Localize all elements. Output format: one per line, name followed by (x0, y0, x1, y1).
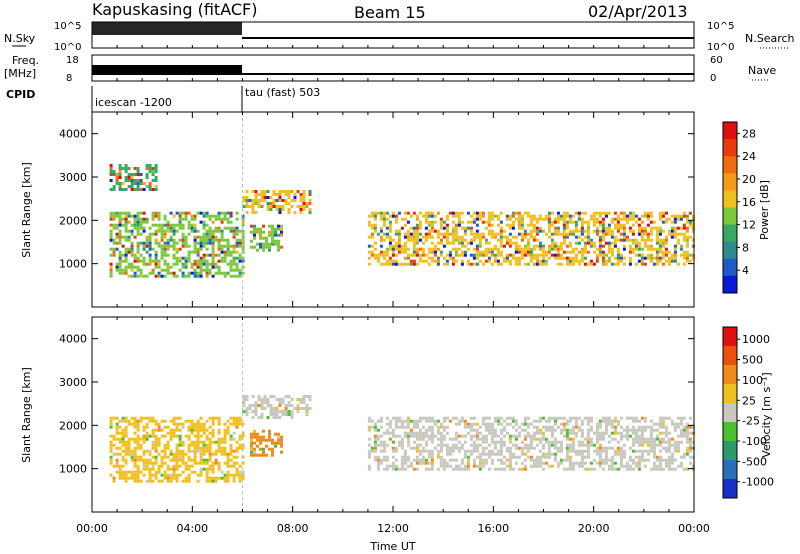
ytick-label-0: 1000 (59, 463, 87, 476)
colorbar-tick-1: 500 (742, 354, 763, 367)
xtick-label-5: 20:00 (578, 522, 610, 535)
colorbar-swatch-6 (723, 224, 737, 243)
beam-title: Beam 15 (354, 3, 426, 22)
cpid-panel: CPID icescan -1200 tau (fast) 503 (6, 86, 320, 112)
power-axes: 1000 2000 3000 4000 (59, 112, 695, 307)
colorbar-swatch-1 (723, 346, 737, 366)
colorbar-swatch-1 (723, 139, 737, 157)
colorbar-tick-1: 8 (742, 241, 749, 254)
colorbar-swatch-5 (723, 422, 737, 442)
colorbar-swatch-2 (723, 156, 737, 174)
velocity-data (109, 317, 695, 512)
colorbar-tick-0: 1000 (742, 333, 770, 346)
nsearch-label: N.Search (745, 32, 795, 45)
colorbar-tick-7: -1000 (742, 476, 774, 489)
velocity-axes: 1000 2000 3000 4000 (59, 317, 695, 512)
colorbar-tick-4: -25 (742, 415, 760, 428)
colorbar-tick-3: 16 (742, 196, 756, 209)
velocity-colorbar-label: Velocity [m s⁻¹] (760, 372, 773, 457)
freq-tick-bottom: 8 (66, 73, 72, 84)
colorbar-swatch-7 (723, 460, 737, 480)
power-frame (91, 111, 695, 308)
ytick-label-1: 2000 (59, 419, 87, 432)
power-data (109, 112, 695, 307)
xtick-label-0: 00:00 (76, 522, 108, 535)
colorbar-tick-0: 4 (742, 264, 749, 277)
xtick-label-2: 08:00 (277, 522, 309, 535)
power-colorbar: 4 8 12 16 20 24 28 (722, 121, 756, 294)
power-ylabel: Slant Range [km] (20, 162, 33, 258)
colorbar-tick-3: 25 (742, 394, 756, 407)
echo-region-4 (367, 211, 695, 266)
nave-tick-bottom: 0 (710, 73, 716, 84)
colorbar-swatch-4 (723, 403, 737, 423)
colorbar-swatch-4 (723, 190, 737, 208)
colorbar-swatch-6 (723, 441, 737, 461)
ytick-label-3: 4000 (59, 128, 87, 141)
ytick-label-2: 3000 (59, 171, 87, 184)
nave-tick-top: 60 (710, 55, 723, 66)
ytick-label-3: 4000 (59, 333, 87, 346)
nsky-tick-top: 10^5 (54, 21, 81, 32)
nave-label: Nave (748, 64, 776, 77)
echo-region-0 (109, 211, 245, 278)
echo-region-1 (109, 164, 158, 191)
colorbar-swatch-8 (723, 479, 737, 499)
xtick-label-6: 00:00 (678, 522, 710, 535)
colorbar-tick-5: 24 (742, 150, 756, 163)
colorbar-tick-5: -100 (742, 435, 767, 448)
colorbar-swatch-5 (723, 207, 737, 226)
nsky-tick-bottom: 10^0 (54, 42, 81, 53)
colorbar-swatch-3 (723, 173, 737, 191)
nsky-panel: N.Sky 10^5 10^0 10^5 10^0 N.Search (4, 21, 795, 53)
station-title: Kapuskasing (fitACF) (92, 0, 257, 19)
freq-dense-band (92, 65, 242, 75)
power-colorbar-label: Power [dB] (758, 180, 771, 240)
colorbar-tick-6: -500 (742, 455, 767, 468)
nsky-dense-band (92, 22, 242, 35)
echo-region-3 (250, 224, 283, 252)
cpid-segment-1: tau (fast) 503 (245, 86, 320, 99)
freq-unit: [MHz] (4, 67, 36, 80)
colorbar-swatch-9 (723, 275, 737, 294)
colorbar-tick-4: 20 (742, 173, 756, 186)
colorbar-swatch-8 (723, 258, 737, 277)
time-axis-label: Time UT (369, 540, 415, 553)
echo-region-2 (242, 190, 312, 214)
colorbar-swatch-0 (723, 122, 737, 140)
velocity-frame (91, 316, 695, 513)
ytick-label-0: 1000 (59, 258, 87, 271)
echo-region-3 (367, 416, 695, 471)
nsky-tick-top-right: 10^5 (707, 21, 734, 32)
colorbar-tick-2: 100 (742, 374, 763, 387)
time-axis: 00:00 04:00 08:00 12:00 16:00 20:00 00:00 (76, 45, 710, 535)
echo-region-2 (250, 429, 283, 457)
xtick-label-3: 12:00 (377, 522, 409, 535)
echo-region-1 (242, 395, 312, 419)
ytick-label-2: 3000 (59, 376, 87, 389)
nsky-label: N.Sky (4, 32, 36, 45)
ytick-label-1: 2000 (59, 214, 87, 227)
colorbar-tick-6: 28 (742, 127, 756, 140)
colorbar-swatch-3 (723, 384, 737, 404)
colorbar-swatch-0 (723, 327, 737, 347)
velocity-colorbar: 1000 500 100 25 -25 -100 -500 -1000 (722, 326, 774, 499)
cpid-segment-0: icescan -1200 (95, 96, 172, 109)
xtick-label-4: 16:00 (477, 522, 509, 535)
power-panel: 1000 2000 3000 4000 Slant Range [km] 4 8 12 16… (20, 111, 771, 308)
colorbar-swatch-2 (723, 365, 737, 385)
colorbar-tick-2: 12 (742, 219, 756, 232)
freq-panel: Freq. [MHz] 18 8 60 0 Nave (4, 54, 776, 84)
velocity-panel: 1000 2000 3000 4000 Slant Range [km] 1000 50… (20, 316, 774, 513)
colorbar-swatch-7 (723, 241, 737, 260)
cpid-label: CPID (6, 88, 35, 101)
echo-region-0 (109, 416, 245, 483)
nsky-tick-bottom-right: 10^0 (707, 42, 734, 53)
date-title: 02/Apr/2013 (588, 2, 688, 21)
freq-tick-top: 18 (66, 55, 79, 66)
xtick-label-1: 04:00 (176, 522, 208, 535)
velocity-ylabel: Slant Range [km] (20, 367, 33, 463)
freq-label: Freq. (12, 54, 39, 67)
